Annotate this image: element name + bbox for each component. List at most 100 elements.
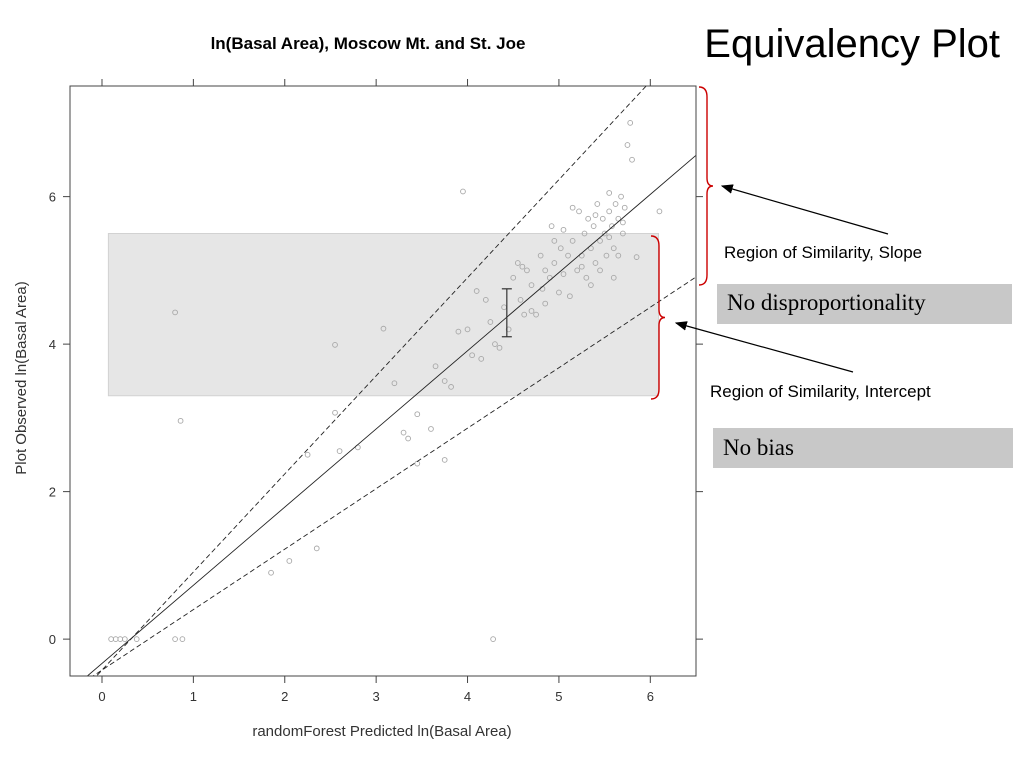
chart-title: ln(Basal Area), Moscow Mt. and St. Joe <box>211 34 526 53</box>
data-point <box>332 409 338 416</box>
data-point <box>585 215 592 222</box>
data-point <box>557 245 564 252</box>
data-point <box>542 300 549 307</box>
y-tick-label: 0 <box>49 632 56 647</box>
data-point <box>606 190 613 196</box>
plot-area: 0 1 2 3 4 5 6 0 2 4 6 <box>49 79 703 704</box>
data-point <box>332 342 338 348</box>
data-point <box>588 282 594 288</box>
data-point <box>609 223 615 229</box>
data-point <box>469 352 475 359</box>
data-point <box>537 252 544 259</box>
data-point <box>569 238 576 244</box>
data-point <box>556 289 562 296</box>
x-tick-label: 3 <box>373 689 380 704</box>
data-point <box>400 429 407 436</box>
data-point <box>172 309 178 316</box>
slope-region-label: Region of Similarity, Slope <box>724 243 923 262</box>
data-point <box>560 271 567 277</box>
data-point <box>380 325 387 332</box>
data-point <box>268 569 274 576</box>
data-point <box>179 636 186 642</box>
region-of-similarity <box>107 233 660 397</box>
data-point <box>473 288 480 294</box>
data-point <box>133 636 140 642</box>
data-point <box>482 297 489 303</box>
data-point <box>551 238 558 244</box>
data-point <box>615 252 622 259</box>
data-point <box>565 252 571 259</box>
data-point <box>478 356 485 362</box>
data-point <box>432 363 439 370</box>
data-point <box>615 215 622 222</box>
data-point <box>108 636 114 642</box>
data-point <box>597 267 603 274</box>
data-point <box>612 201 619 207</box>
x-tick-label: 0 <box>98 689 105 704</box>
lines <box>86 86 696 676</box>
data-point <box>177 417 184 424</box>
data-point <box>490 636 496 642</box>
data-point <box>455 328 462 335</box>
data-point <box>603 252 610 259</box>
data-point <box>588 245 594 252</box>
data-point <box>560 226 567 233</box>
y-tick-label: 2 <box>49 485 56 500</box>
data-point <box>610 245 617 252</box>
data-point <box>629 156 635 163</box>
data-point <box>606 234 613 241</box>
data-point <box>336 448 343 454</box>
y-tick-label: 4 <box>49 337 56 352</box>
data-point <box>487 319 494 325</box>
data-point <box>551 260 558 266</box>
data-point <box>528 282 535 288</box>
slope-arrow <box>720 184 889 235</box>
data-point <box>464 326 471 333</box>
data-point <box>524 267 530 274</box>
intercept-region-label: Region of Similarity, Intercept <box>710 382 931 401</box>
data-point <box>286 558 293 564</box>
data-point <box>620 230 626 237</box>
data-point <box>569 204 576 211</box>
annotation-layer <box>650 86 889 400</box>
data-point <box>496 344 503 351</box>
data-point <box>597 238 603 244</box>
data-point <box>601 230 608 237</box>
data-point <box>460 188 466 195</box>
intercept-arrow <box>674 321 854 373</box>
data-point <box>656 208 663 215</box>
data-point <box>112 636 119 642</box>
data-point <box>576 208 582 215</box>
x-tick-label: 1 <box>190 689 197 704</box>
line-slope-lower <box>92 276 696 676</box>
data-point <box>620 219 626 226</box>
data-point <box>594 201 601 207</box>
data-point <box>592 260 599 266</box>
slope-result-box: No disproportionality <box>717 284 1012 324</box>
data-point <box>304 451 311 458</box>
data-point <box>448 384 454 390</box>
data-point <box>633 254 640 260</box>
y-axis-label: Plot Observed ln(Basal Area) <box>13 281 30 474</box>
line-slope-upper <box>95 86 647 676</box>
data-point <box>621 204 628 211</box>
data-point <box>610 274 617 281</box>
data-point <box>117 636 124 642</box>
x-tick-label: 4 <box>464 689 471 704</box>
x-tick-label: 6 <box>647 689 654 704</box>
intercept-brace <box>650 235 666 400</box>
data-point <box>441 457 448 463</box>
data-point <box>599 215 606 222</box>
x-axis-label: randomForest Predicted ln(Basal Area) <box>252 723 511 740</box>
data-point <box>590 223 597 229</box>
data-point <box>592 212 599 218</box>
data-point <box>441 378 448 384</box>
data-point <box>574 267 581 274</box>
data-point <box>514 260 521 266</box>
data-point <box>542 267 549 274</box>
data-point <box>578 263 585 270</box>
data-point <box>172 636 178 642</box>
data-point <box>414 411 421 418</box>
line-fit <box>86 154 696 676</box>
